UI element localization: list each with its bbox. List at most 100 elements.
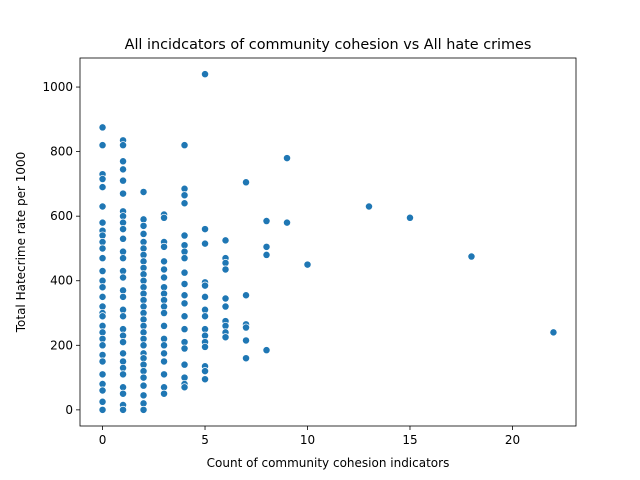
point <box>201 367 209 376</box>
point <box>119 157 127 166</box>
x-tick-label: 15 <box>402 433 417 447</box>
point <box>98 254 107 263</box>
point <box>160 309 168 317</box>
point <box>160 213 168 222</box>
point <box>98 123 107 132</box>
point <box>160 341 168 350</box>
point <box>160 370 168 379</box>
point <box>160 265 168 274</box>
point <box>139 188 148 196</box>
point <box>262 217 271 225</box>
point <box>139 221 148 230</box>
point <box>201 281 209 290</box>
point <box>180 344 189 353</box>
y-tick-label: 800 <box>50 145 73 159</box>
point <box>180 191 189 200</box>
point <box>139 381 148 390</box>
point <box>119 349 127 358</box>
point <box>98 283 107 292</box>
point <box>160 242 168 251</box>
point <box>406 213 414 222</box>
point <box>201 239 209 248</box>
point <box>98 292 107 301</box>
point <box>180 231 189 240</box>
point <box>221 333 230 342</box>
point <box>98 341 107 350</box>
point <box>160 389 168 398</box>
point <box>160 357 168 366</box>
point <box>242 336 250 345</box>
y-tick-label: 400 <box>50 274 73 288</box>
point <box>221 294 230 303</box>
point <box>201 292 209 301</box>
point <box>549 328 558 337</box>
point <box>242 291 250 300</box>
plot-frame <box>79 57 577 427</box>
point <box>98 141 107 150</box>
point <box>180 312 189 321</box>
point <box>283 154 291 163</box>
point <box>180 141 189 150</box>
point <box>119 389 127 398</box>
point <box>180 268 189 277</box>
point <box>98 267 107 276</box>
point <box>119 225 127 234</box>
point <box>303 260 312 269</box>
point <box>180 199 189 208</box>
point <box>98 370 107 379</box>
point <box>201 375 209 384</box>
point <box>98 405 107 414</box>
point <box>160 273 168 282</box>
point <box>119 141 127 150</box>
point <box>160 349 168 358</box>
point <box>98 183 107 192</box>
point <box>242 354 250 363</box>
point <box>139 391 148 400</box>
point <box>119 189 127 198</box>
x-axis-label: Count of community cohesion indicators <box>207 456 450 470</box>
point <box>98 386 107 395</box>
point <box>119 370 127 379</box>
y-axis-label: Total Hatecrime rate per 1000 <box>14 152 28 334</box>
x-tick-label: 5 <box>201 433 209 447</box>
point <box>283 218 291 227</box>
point <box>242 178 250 187</box>
point <box>262 250 271 259</box>
point <box>119 338 127 347</box>
point <box>365 202 373 211</box>
point <box>98 357 107 366</box>
x-tick-label: 10 <box>300 433 315 447</box>
point <box>98 397 107 406</box>
y-tick-label: 0 <box>65 403 73 417</box>
point <box>98 312 107 321</box>
point <box>160 321 168 330</box>
point <box>180 325 189 334</box>
point <box>119 292 127 301</box>
point <box>139 405 148 414</box>
point <box>98 244 107 253</box>
point <box>119 273 127 282</box>
point <box>262 242 271 251</box>
point <box>201 70 209 79</box>
point <box>180 383 189 392</box>
point <box>119 165 127 174</box>
point <box>119 312 127 321</box>
point <box>221 265 230 274</box>
point <box>201 342 209 351</box>
y-tick-label: 600 <box>50 209 73 223</box>
point <box>119 405 127 414</box>
point <box>119 234 127 243</box>
y-tick-label: 1000 <box>42 80 73 94</box>
point <box>139 229 148 238</box>
point <box>221 302 230 311</box>
point <box>98 175 107 184</box>
point <box>221 236 230 245</box>
point <box>180 254 189 263</box>
point <box>180 360 189 369</box>
point <box>98 218 107 227</box>
point <box>119 176 127 185</box>
point <box>139 341 148 350</box>
point <box>262 346 271 355</box>
point <box>201 225 209 234</box>
